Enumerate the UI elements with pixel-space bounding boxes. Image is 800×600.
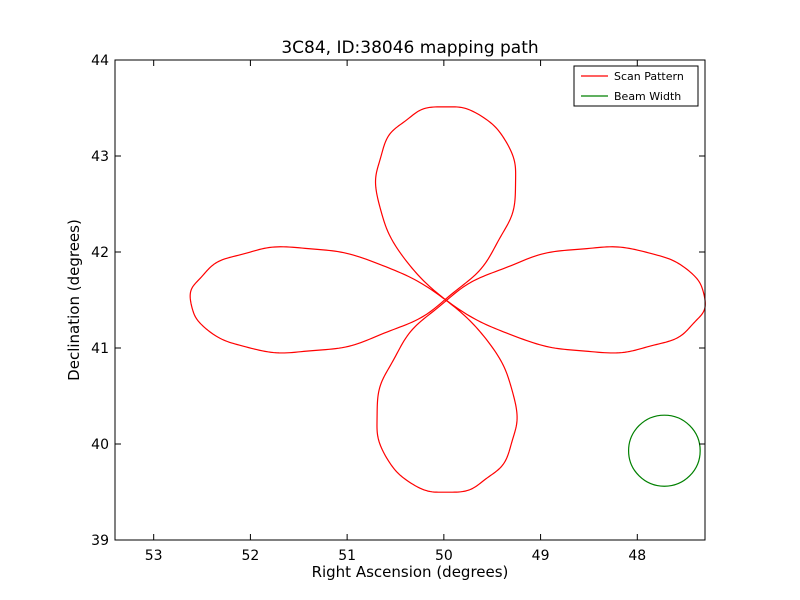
plot-background (115, 60, 705, 540)
x-tick-label: 53 (145, 548, 163, 564)
series-circle-beam-width (627, 414, 701, 487)
x-axis-label: Right Ascension (degrees) (312, 563, 509, 581)
plot-area: 53 52 51 50 49 48 39 40 41 42 43 44 (91, 53, 706, 564)
series-layer (189, 106, 706, 493)
y-tick-label: 40 (91, 437, 109, 453)
y-tick-label: 39 (91, 533, 109, 549)
x-tick-label: 51 (338, 548, 356, 564)
x-tick-label: 49 (532, 548, 550, 564)
legend: Scan Pattern Beam Width (573, 65, 699, 107)
legend-label-scan-pattern: Scan Pattern (614, 70, 684, 83)
plot-frame (114, 59, 706, 541)
legend-box (573, 65, 699, 107)
y-tick-label: 44 (91, 53, 109, 69)
y-tick-label: 42 (91, 245, 109, 261)
y-tick-label: 43 (91, 149, 109, 165)
x-tick-label: 48 (628, 548, 646, 564)
legend-label-beam-width: Beam Width (614, 90, 681, 103)
ticks-layer: 53 52 51 50 49 48 39 40 41 42 43 44 (91, 53, 705, 564)
y-tick-label: 41 (91, 341, 109, 357)
series-line-scan-pattern (189, 106, 706, 493)
x-tick-label: 50 (435, 548, 453, 564)
chart-title: 3C84, ID:38046 mapping path (281, 38, 538, 58)
y-axis-label: Declination (degrees) (65, 219, 83, 381)
x-tick-label: 52 (241, 548, 259, 564)
